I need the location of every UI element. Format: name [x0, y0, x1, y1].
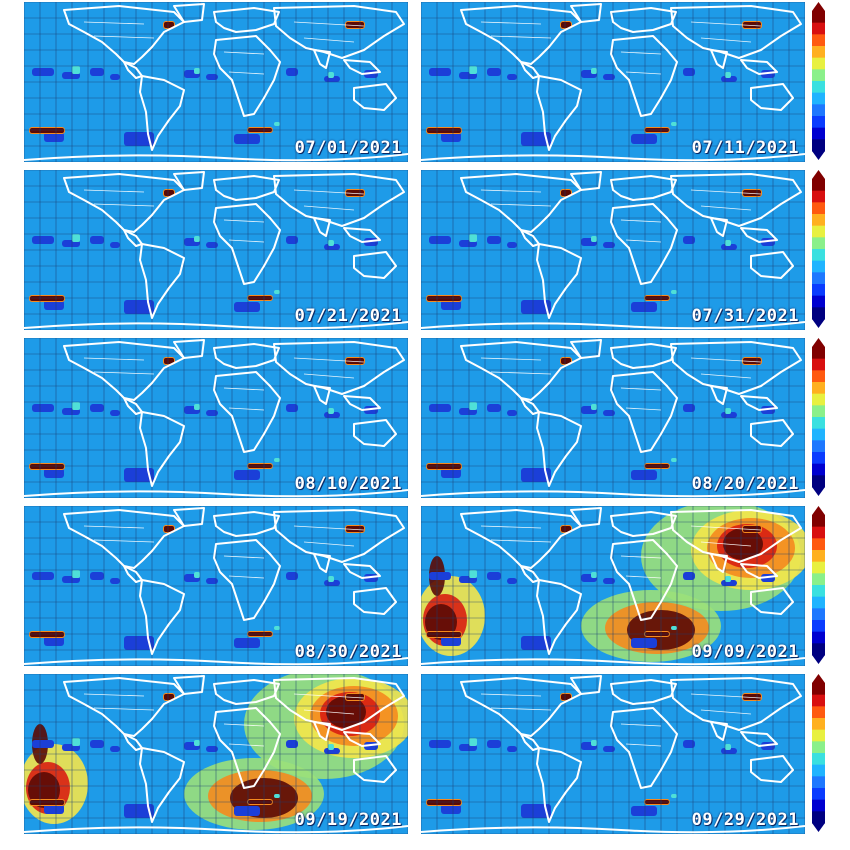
world-map	[24, 2, 408, 162]
world-map	[24, 506, 408, 666]
map-panel: 08/10/2021	[24, 338, 408, 498]
panel-date: 07/31/2021	[691, 306, 799, 326]
panel-date: 09/19/2021	[294, 810, 402, 830]
map-panel: 09/29/2021	[421, 674, 805, 834]
panel-date: 07/11/2021	[691, 138, 799, 158]
map-panel: 07/01/2021	[24, 2, 408, 162]
panel-date: 09/29/2021	[691, 810, 799, 830]
panel-date: 08/20/2021	[691, 474, 799, 494]
map-panel: 07/31/2021	[421, 170, 805, 330]
panel-date: 08/30/2021	[294, 642, 402, 662]
map-panel: 08/30/2021	[24, 506, 408, 666]
map-panel: 09/09/2021	[421, 506, 805, 666]
colorbar	[812, 674, 825, 832]
world-map	[24, 170, 408, 330]
colorbar	[812, 2, 825, 160]
world-map	[421, 338, 805, 498]
map-panel: 07/11/2021	[421, 2, 805, 162]
colorbar	[812, 506, 825, 664]
map-panel: 07/21/2021	[24, 170, 408, 330]
panel-date: 09/09/2021	[691, 642, 799, 662]
map-panel: 09/19/2021	[24, 674, 408, 834]
world-map	[24, 674, 408, 834]
panel-date: 07/21/2021	[294, 306, 402, 326]
panel-date: 07/01/2021	[294, 138, 402, 158]
colorbar	[812, 170, 825, 328]
panel-date: 08/10/2021	[294, 474, 402, 494]
colorbar	[812, 338, 825, 496]
world-map	[421, 506, 805, 666]
world-map	[421, 170, 805, 330]
map-panel: 08/20/2021	[421, 338, 805, 498]
world-map	[24, 338, 408, 498]
world-map	[421, 674, 805, 834]
world-map	[421, 2, 805, 162]
